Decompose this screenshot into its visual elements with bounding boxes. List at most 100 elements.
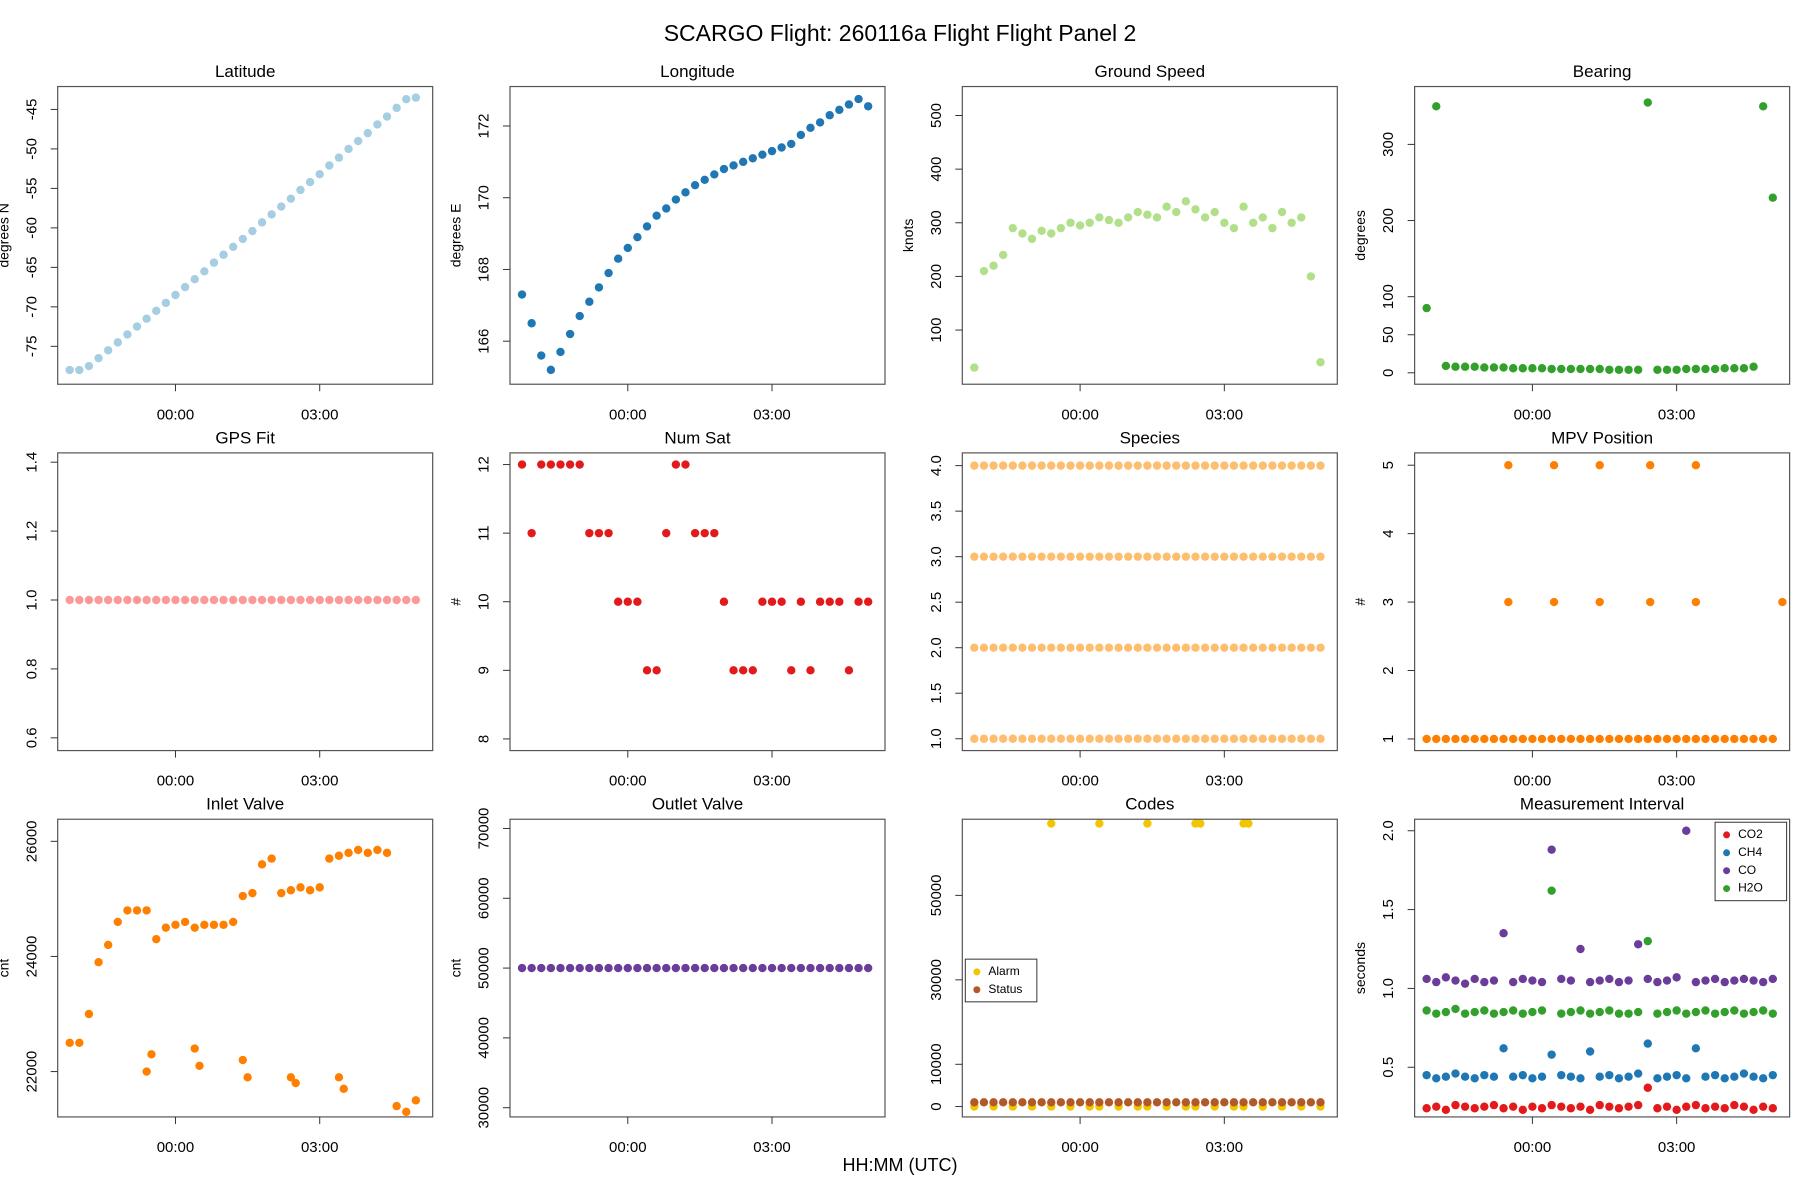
data-point: [1248, 643, 1258, 652]
data-point: [1027, 734, 1037, 743]
data-point: [1152, 552, 1162, 561]
data-point: [1297, 734, 1306, 743]
data-point: [1643, 98, 1652, 107]
data-point: [1451, 362, 1460, 371]
data-point: [1287, 461, 1296, 470]
data-point: [75, 595, 84, 605]
data-point: [1268, 643, 1277, 652]
data-point: [123, 906, 132, 915]
data-point: [1624, 1072, 1633, 1081]
data-point: [863, 963, 873, 973]
data-point: [738, 963, 748, 973]
data-point: [1018, 552, 1027, 561]
data-point: [748, 154, 757, 163]
data-point: [1432, 977, 1441, 987]
data-point: [334, 595, 344, 605]
data-point: [1624, 1102, 1633, 1111]
panel: Num Sat #8 9 10 11 12 00:00 03:00: [448, 428, 886, 790]
data-point: [1508, 734, 1518, 744]
data-point: [1547, 1050, 1556, 1059]
y-tick-label: 3: [1380, 598, 1397, 606]
panel-title: Latitude: [215, 62, 276, 81]
data-point: [970, 734, 979, 743]
data-point: [363, 848, 372, 858]
data-point: [1691, 1100, 1701, 1110]
data-point: [180, 917, 190, 927]
data-point: [142, 906, 151, 915]
data-point: [1297, 552, 1306, 561]
data-point: [546, 365, 556, 375]
y-tick-label: 300: [1380, 132, 1397, 157]
data-point: [1739, 1102, 1749, 1111]
x-tick-label: 00:00: [157, 773, 195, 790]
data-point: [257, 860, 267, 869]
x-tick-label: 03:00: [301, 1139, 339, 1156]
points: [517, 460, 873, 675]
data-point: [1576, 944, 1585, 954]
data-point: [1595, 597, 1604, 607]
data-point: [1614, 1009, 1624, 1018]
data-point: [1720, 1007, 1729, 1017]
data-point: [1633, 940, 1643, 949]
data-point: [806, 963, 815, 973]
data-point: [1768, 974, 1777, 984]
legend-label: Alarm: [988, 964, 1019, 978]
data-point: [1662, 365, 1672, 374]
data-point: [1066, 643, 1075, 652]
data-point: [142, 595, 151, 605]
data-point: [1576, 1102, 1585, 1111]
data-point: [1758, 977, 1768, 987]
data-point: [1643, 974, 1652, 984]
data-point: [200, 595, 209, 605]
data-point: [1518, 1105, 1527, 1115]
data-point: [758, 963, 767, 973]
data-point: [339, 1084, 348, 1094]
data-point: [103, 595, 113, 605]
data-point: [556, 460, 565, 469]
data-point: [1758, 1006, 1768, 1015]
data-point: [132, 322, 142, 331]
data-point: [1585, 1009, 1595, 1018]
x-tick-label: 03:00: [1206, 406, 1244, 423]
data-point: [1220, 461, 1229, 470]
data-point: [1489, 1100, 1499, 1110]
y-tick-label: 168: [476, 257, 493, 282]
data-point: [690, 180, 700, 190]
data-point: [796, 597, 806, 606]
data-point: [190, 595, 199, 605]
x-tick-label: 00:00: [1514, 773, 1552, 790]
data-point: [1085, 461, 1094, 470]
panel-title: Bearing: [1573, 62, 1632, 81]
data-point: [979, 734, 989, 743]
data-point: [1624, 1009, 1633, 1018]
data-point: [1682, 826, 1691, 835]
data-point: [594, 283, 604, 292]
plot-frame: [961, 818, 1338, 1118]
data-point: [1008, 1098, 1017, 1107]
data-point: [1248, 552, 1258, 561]
data-point: [411, 1096, 421, 1105]
data-point: [1614, 1104, 1624, 1113]
data-point: [1441, 973, 1451, 982]
data-point: [1143, 210, 1152, 219]
data-point: [1114, 218, 1123, 227]
data-point: [1152, 461, 1162, 470]
data-point: [815, 963, 825, 973]
data-point: [970, 552, 979, 561]
data-point: [402, 94, 411, 104]
data-point: [248, 595, 257, 605]
data-point: [1152, 1098, 1162, 1107]
data-point: [1123, 552, 1133, 561]
data-point: [1508, 1102, 1518, 1111]
data-point: [1557, 364, 1566, 374]
data-point: [1297, 213, 1306, 222]
data-point: [1749, 1072, 1758, 1081]
data-point: [1123, 643, 1133, 652]
data-point: [1672, 1105, 1681, 1115]
data-point: [719, 164, 729, 174]
data-point: [585, 963, 594, 973]
data-point: [989, 552, 998, 561]
data-point: [1643, 734, 1652, 744]
x-tick-label: 00:00: [609, 773, 647, 790]
data-point: [1114, 552, 1123, 561]
